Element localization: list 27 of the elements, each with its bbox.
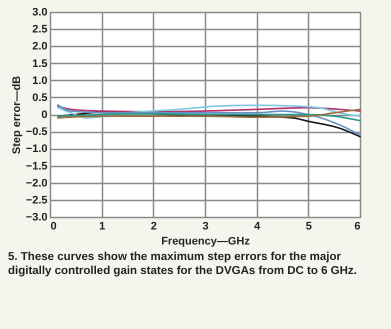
y-axis-title: Step error—dB: [10, 76, 23, 154]
text: 5. These curves show the maximum step errors for the major digitally controlled gain states for the DVGAs from DC to 6 GHz.: [7, 250, 358, 278]
line-series: [56, 104, 361, 136]
y-tick-label: 2.0: [32, 40, 48, 53]
y-tick-label: 1.0: [32, 74, 48, 87]
y-tick-label: −1.0: [26, 143, 48, 156]
x-tick-label: 2: [150, 220, 157, 232]
x-tick-label: 6: [354, 220, 360, 232]
x-tick-label: 3: [202, 220, 209, 232]
y-tick-label: 0.5: [32, 92, 48, 104]
x-tick-label: 1: [99, 220, 106, 232]
x-tick-label: 0: [50, 220, 57, 232]
line-series: [56, 113, 361, 122]
line-series: [56, 104, 361, 119]
y-tick-label: 0: [41, 109, 48, 121]
y-tick-label: −0.5: [26, 126, 48, 138]
y-tick-label: −3.0: [26, 212, 48, 224]
y-tick-label: −2.5: [26, 194, 48, 206]
x-tick-label: 5: [306, 220, 312, 232]
line-series: [56, 108, 361, 119]
y-tick-label: 2.5: [32, 24, 48, 36]
y-tick-label: 1.5: [32, 58, 48, 70]
x-axis-title: Frequency—GHz: [161, 236, 250, 248]
x-tick-label: 4: [254, 220, 262, 232]
y-tick-label: 3.0: [32, 6, 48, 18]
y-tick-label: −2.0: [26, 177, 48, 190]
y-tick-label: −1.5: [26, 160, 48, 172]
